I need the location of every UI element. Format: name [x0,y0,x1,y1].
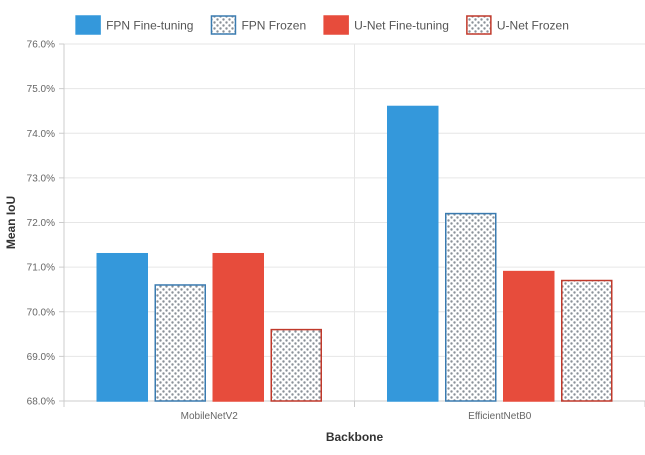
y-axis-title: Mean IoU [4,196,18,249]
y-tick-label: 68.0% [27,397,55,408]
legend-label: FPN Fine-tuning [106,19,193,33]
legend-item-fpn-frozen[interactable]: FPN Frozen [210,15,306,35]
y-tick-label: 71.0% [27,263,55,274]
y-tick-label: 70.0% [27,307,55,318]
legend-item-u-net-fine-tuning[interactable]: U-Net Fine-tuning [323,15,449,35]
bar-u-net-frozen-mobilenetv2[interactable] [270,328,322,402]
legend-label: U-Net Fine-tuning [354,19,449,33]
bar-fpn-fine-tuning-efficientnetb0[interactable] [387,105,439,402]
legend: FPN Fine-tuning FPN Frozen U-Net Fine-tuni… [75,15,569,35]
y-tick-label: 73.0% [27,173,55,184]
y-tick-label: 75.0% [27,84,55,95]
bar-u-net-fine-tuning-efficientnetb0[interactable] [503,270,555,402]
bar-fpn-frozen-mobilenetv2[interactable] [154,284,206,402]
legend-swatch [323,15,349,35]
y-tick-label: 76.0% [27,40,55,51]
y-tick-label: 72.0% [27,218,55,229]
bar-fpn-fine-tuning-mobilenetv2[interactable] [96,252,148,402]
legend-item-fpn-fine-tuning[interactable]: FPN Fine-tuning [75,15,193,35]
bar-fpn-frozen-efficientnetb0[interactable] [445,212,497,402]
bar-u-net-frozen-efficientnetb0[interactable] [561,279,613,402]
legend-label: FPN Frozen [241,19,306,33]
x-axis-title: Backbone [326,430,384,444]
tick-labels: 68.0% 69.0% 70.0% 71.0% 72.0% 73.0% 74.0% 75.0%… [27,40,532,423]
grid-lines [64,43,645,402]
legend-swatch [210,15,237,35]
bar-u-net-fine-tuning-mobilenetv2[interactable] [212,252,264,402]
legend-item-u-net-frozen[interactable]: U-Net Frozen [466,15,569,35]
x-tick-label: MobileNetV2 [181,411,239,422]
legend-swatch [75,15,101,35]
y-tick-label: 74.0% [27,129,55,140]
y-tick-label: 69.0% [27,352,55,363]
legend-swatch [466,15,492,35]
legend-label: U-Net Frozen [497,19,569,33]
bars [96,105,613,402]
x-tick-label: EfficientNetB0 [468,411,532,422]
